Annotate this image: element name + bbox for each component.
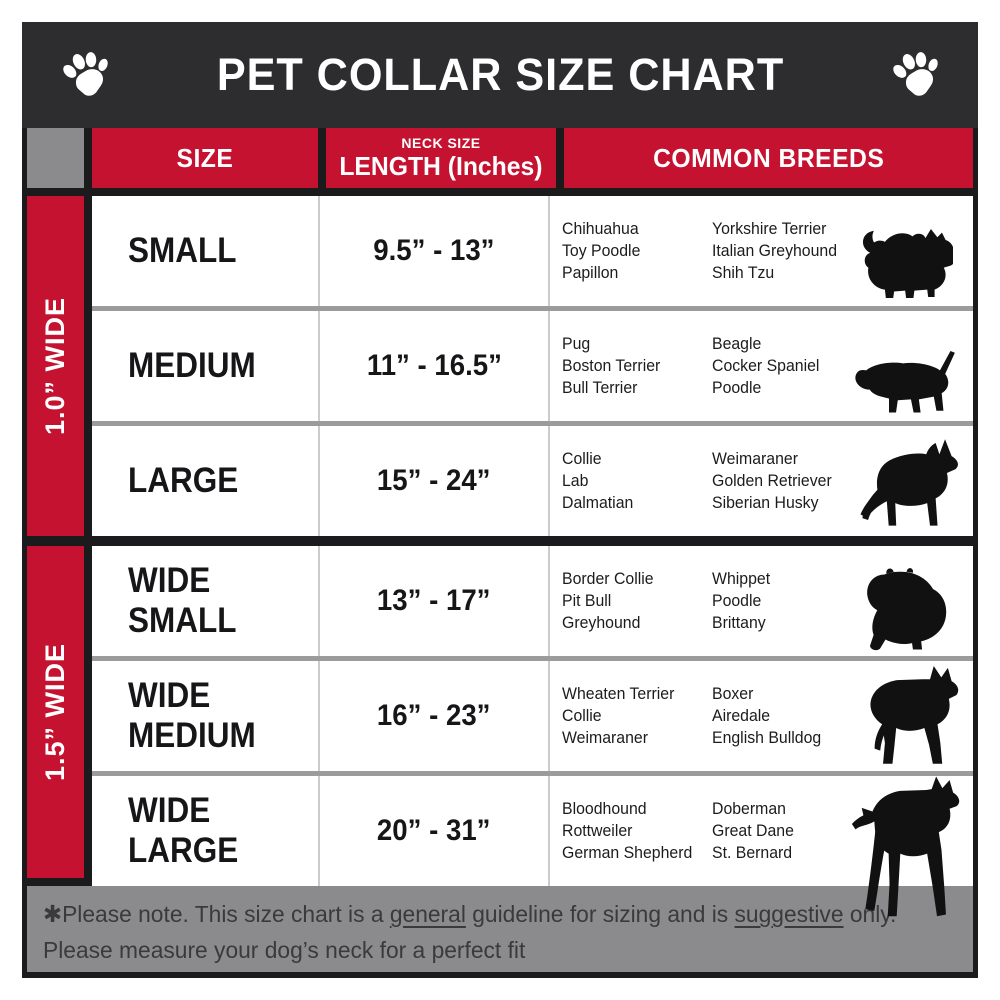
length-value: 11” - 16.5” bbox=[366, 349, 502, 382]
bulldog-silhouette bbox=[851, 563, 963, 651]
column-header-size: SIZE bbox=[92, 128, 318, 188]
table-row-medium: MEDIUM 11” - 16.5” Pug Boston Terrier Bu… bbox=[92, 311, 973, 421]
size-label: SMALL bbox=[128, 230, 237, 270]
size-cell: SMALL bbox=[92, 196, 318, 306]
beagle-dog-silhouette bbox=[851, 344, 963, 416]
section-1-5-wide: 1.5” WIDE WIDE SMALL 13” - 17” Border Co… bbox=[27, 546, 973, 917]
breed-list: Yorkshire Terrier Italian Greyhound Shih… bbox=[712, 219, 838, 283]
footnote-line-2: Please measure your dog’s neck for a per… bbox=[43, 937, 526, 964]
size-table: SIZE NECK SIZE LENGTH (Inches) COMMON BR… bbox=[22, 128, 978, 917]
small-fluffy-dog-silhouette bbox=[851, 225, 963, 301]
breed-list: Collie Lab Dalmatian bbox=[562, 449, 634, 513]
footnote-text: ✱Please note. This size chart is a bbox=[43, 901, 390, 927]
size-cell: LARGE bbox=[92, 426, 318, 536]
footnote-underlined-word: general bbox=[389, 901, 466, 927]
size-label: WIDE LARGE bbox=[128, 790, 239, 870]
breed-list: Chihuahua Toy Poodle Papillon bbox=[562, 219, 641, 283]
header-label: LENGTH (Inches) bbox=[339, 150, 543, 181]
width-label: 1.0” WIDE bbox=[40, 296, 70, 436]
length-value: 15” - 24” bbox=[377, 464, 491, 497]
breed-list: Wheaten Terrier Collie Weimaraner bbox=[562, 684, 675, 748]
size-label: LARGE bbox=[128, 460, 239, 500]
breeds-cell: Collie Lab Dalmatian Weimaraner Golden R… bbox=[548, 426, 973, 536]
length-cell: 16” - 23” bbox=[318, 661, 548, 771]
breed-list: Boxer Airedale English Bulldog bbox=[712, 684, 822, 748]
pitbull-dog-silhouette bbox=[851, 660, 963, 766]
size-label: WIDE SMALL bbox=[128, 560, 237, 640]
size-cell: WIDE LARGE bbox=[92, 776, 318, 886]
breeds-cell: Chihuahua Toy Poodle Papillon Yorkshire … bbox=[548, 196, 973, 306]
column-header-breeds: COMMON BREEDS bbox=[564, 128, 973, 188]
length-value: 16” - 23” bbox=[377, 699, 491, 732]
header-sublabel: NECK SIZE bbox=[401, 134, 481, 151]
length-value: 9.5” - 13” bbox=[373, 234, 495, 267]
breeds-cell: Bloodhound Rottweiler German Shepherd Do… bbox=[548, 776, 973, 917]
corner-cell bbox=[27, 128, 84, 188]
paw-icon bbox=[886, 46, 944, 104]
chart-frame: PET COLLAR SIZE CHART SIZE NECK bbox=[22, 22, 978, 978]
length-value: 13” - 17” bbox=[377, 584, 491, 617]
title-bar: PET COLLAR SIZE CHART bbox=[22, 22, 978, 128]
footnote-panel: ✱Please note. This size chart is a gener… bbox=[27, 886, 973, 972]
doberman-dog-silhouette bbox=[851, 770, 963, 930]
size-cell: MEDIUM bbox=[92, 311, 318, 421]
breeds-cell: Wheaten Terrier Collie Weimaraner Boxer … bbox=[548, 661, 973, 771]
size-cell: WIDE SMALL bbox=[92, 546, 318, 656]
breed-list: Pug Boston Terrier Bull Terrier bbox=[562, 334, 661, 398]
footnote-underlined-word: suggestive bbox=[734, 901, 844, 927]
breed-list: Bloodhound Rottweiler German Shepherd bbox=[562, 799, 693, 863]
width-band: 1.5” WIDE bbox=[27, 546, 84, 886]
breed-list: Doberman Great Dane St. Bernard bbox=[712, 799, 794, 863]
width-label: 1.5” WIDE bbox=[40, 642, 70, 782]
footnote-line-1: ✱Please note. This size chart is a gener… bbox=[43, 896, 930, 932]
chart-title: PET COLLAR SIZE CHART bbox=[216, 49, 784, 100]
length-cell: 13” - 17” bbox=[318, 546, 548, 656]
breed-list: Whippet Poodle Brittany bbox=[712, 569, 771, 633]
size-label: WIDE MEDIUM bbox=[128, 675, 256, 755]
size-cell: WIDE MEDIUM bbox=[92, 661, 318, 771]
column-header-row: SIZE NECK SIZE LENGTH (Inches) COMMON BR… bbox=[27, 128, 973, 188]
column-header-length: NECK SIZE LENGTH (Inches) bbox=[326, 128, 556, 188]
width-band: 1.0” WIDE bbox=[27, 196, 84, 536]
paw-icon bbox=[56, 46, 114, 104]
table-row-wide-small: WIDE SMALL 13” - 17” Border Collie Pit B… bbox=[92, 546, 973, 656]
header-label: SIZE bbox=[176, 142, 234, 173]
section-1-0-wide: 1.0” WIDE SMALL 9.5” - 13” Chihuahua Toy… bbox=[27, 196, 973, 536]
breed-list: Beagle Cocker Spaniel Poodle bbox=[712, 334, 820, 398]
table-row-wide-large: WIDE LARGE 20” - 31” Bloodhound Rottweil… bbox=[92, 776, 973, 917]
length-cell: 11” - 16.5” bbox=[318, 311, 548, 421]
breeds-cell: Border Collie Pit Bull Greyhound Whippet… bbox=[548, 546, 973, 656]
table-row-large: LARGE 15” - 24” Collie Lab Dalmatian Wei… bbox=[92, 426, 973, 536]
table-row-wide-medium: WIDE MEDIUM 16” - 23” Wheaten Terrier Co… bbox=[92, 661, 973, 771]
size-label: MEDIUM bbox=[128, 345, 256, 385]
breed-list: Weimaraner Golden Retriever Siberian Hus… bbox=[712, 449, 832, 513]
length-cell: 9.5” - 13” bbox=[318, 196, 548, 306]
table-row-small: SMALL 9.5” - 13” Chihuahua Toy Poodle Pa… bbox=[92, 196, 973, 306]
footnote-text: guideline for sizing and is bbox=[465, 901, 735, 927]
length-value: 20” - 31” bbox=[377, 814, 491, 847]
header-label: COMMON BREEDS bbox=[652, 142, 885, 173]
length-cell: 20” - 31” bbox=[318, 776, 548, 886]
breeds-cell: Pug Boston Terrier Bull Terrier Beagle C… bbox=[548, 311, 973, 421]
length-cell: 15” - 24” bbox=[318, 426, 548, 536]
shepherd-dog-silhouette bbox=[851, 431, 963, 531]
breed-list: Border Collie Pit Bull Greyhound bbox=[562, 569, 654, 633]
